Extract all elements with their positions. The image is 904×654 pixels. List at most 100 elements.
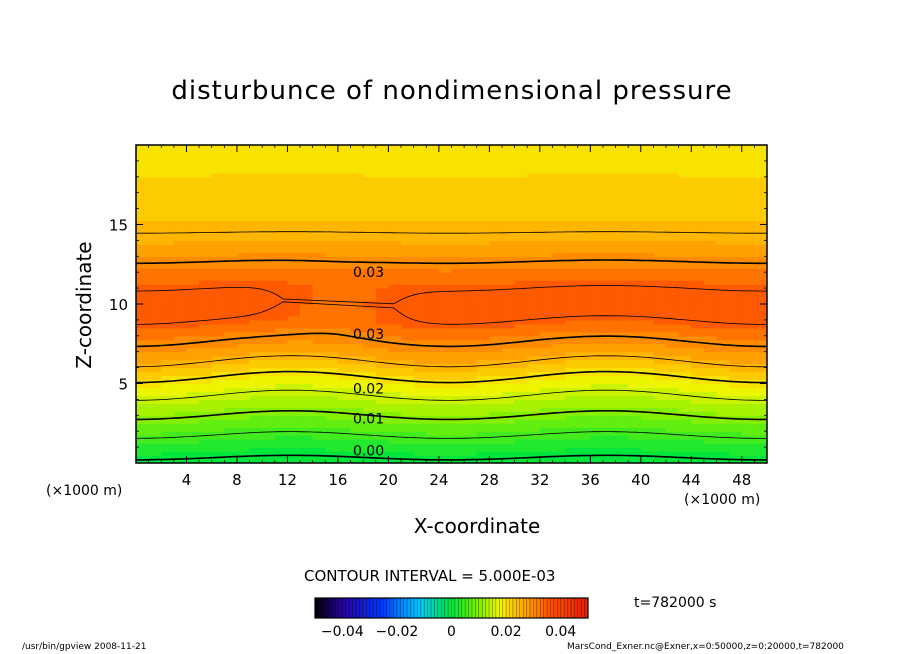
- field-cell: [300, 315, 314, 321]
- field-cell: [249, 319, 263, 325]
- field-cell: [426, 315, 440, 321]
- field-cell: [539, 439, 554, 444]
- field-cell: [678, 427, 692, 432]
- field-cell: [602, 168, 617, 174]
- field-cell: [716, 292, 730, 297]
- field-cell: [173, 228, 188, 234]
- field-cell: [729, 387, 743, 393]
- field-cell: [161, 220, 175, 226]
- field-cell: [577, 455, 591, 460]
- field-cell: [691, 399, 705, 404]
- field-cell: [703, 244, 718, 249]
- field-cell: [375, 304, 389, 309]
- field-cell: [413, 228, 427, 234]
- field-cell: [161, 415, 175, 420]
- field-cell: [653, 188, 667, 194]
- field-cell: [640, 248, 655, 253]
- field-cell: [754, 419, 767, 424]
- field-cell: [350, 216, 364, 222]
- field-cell: [426, 168, 440, 174]
- field-cell: [249, 431, 263, 436]
- field-cell: [274, 240, 289, 245]
- field-cell: [350, 184, 364, 190]
- field-cell: [539, 459, 554, 463]
- field-cell: [464, 172, 478, 178]
- field-cell: [401, 363, 415, 369]
- field-cell: [678, 347, 692, 353]
- field-cell: [274, 164, 289, 170]
- field-cell: [666, 292, 680, 297]
- field-cell: [729, 228, 743, 234]
- field-cell: [678, 156, 692, 162]
- field-cell: [678, 212, 692, 218]
- field-cell: [552, 184, 566, 190]
- field-cell: [527, 145, 541, 150]
- field-cell: [691, 311, 705, 317]
- field-cell: [224, 435, 238, 440]
- field-cell: [413, 176, 427, 182]
- field-cell: [388, 403, 402, 408]
- field-cell: [350, 447, 364, 452]
- field-cell: [640, 319, 655, 325]
- field-cell: [501, 363, 516, 369]
- field-cell: [501, 168, 516, 174]
- field-cell: [136, 200, 150, 206]
- field-cell: [199, 387, 213, 393]
- contour-line: [136, 231, 767, 234]
- field-cell: [224, 288, 238, 293]
- field-cell: [501, 152, 516, 158]
- field-cell: [300, 212, 314, 218]
- field-cell: [262, 232, 276, 238]
- field-cell: [565, 300, 579, 305]
- field-cell: [300, 399, 314, 404]
- field-cell: [615, 379, 629, 385]
- field-cell: [148, 439, 162, 444]
- field-cell: [678, 204, 692, 210]
- field-cell: [703, 363, 718, 369]
- field-cell: [729, 367, 743, 373]
- field-cell: [199, 435, 213, 440]
- field-cell: [678, 339, 692, 345]
- field-cell: [640, 323, 655, 329]
- field-cell: [640, 443, 655, 448]
- field-cell: [741, 284, 755, 289]
- field-cell: [640, 387, 655, 393]
- field-cell: [136, 415, 150, 420]
- field-cell: [666, 145, 680, 150]
- field-cell: [236, 459, 251, 463]
- field-cell: [438, 359, 453, 365]
- field-cell: [565, 371, 579, 377]
- field-cell: [451, 439, 465, 444]
- field-cell: [590, 156, 604, 162]
- x-tick-label: 36: [581, 471, 600, 489]
- field-cell: [691, 184, 705, 190]
- field-cell: [514, 240, 528, 245]
- field-cell: [337, 323, 352, 329]
- field-cell: [590, 367, 604, 373]
- field-cell: [514, 276, 528, 281]
- field-cell: [451, 180, 465, 186]
- field-cell: [274, 367, 289, 373]
- field-cell: [602, 236, 617, 241]
- field-cell: [173, 204, 188, 210]
- field-cell: [148, 347, 162, 353]
- field-cell: [274, 383, 289, 389]
- field-cell: [565, 407, 579, 412]
- colorbar-swatch: [529, 598, 534, 618]
- field-cell: [438, 319, 453, 325]
- field-cell: [716, 419, 730, 424]
- x-tick-label: 16: [328, 471, 347, 489]
- field-cell: [716, 176, 730, 182]
- field-cell: [678, 200, 692, 206]
- field-cell: [514, 363, 528, 369]
- field-cell: [136, 439, 150, 444]
- field-cell: [464, 264, 478, 269]
- field-cell: [514, 220, 528, 226]
- field-cell: [691, 152, 705, 158]
- field-cell: [426, 455, 440, 460]
- field-cell: [199, 232, 213, 238]
- field-cell: [565, 415, 579, 420]
- field-cell: [640, 160, 655, 166]
- field-cell: [678, 307, 692, 313]
- field-cell: [337, 224, 352, 230]
